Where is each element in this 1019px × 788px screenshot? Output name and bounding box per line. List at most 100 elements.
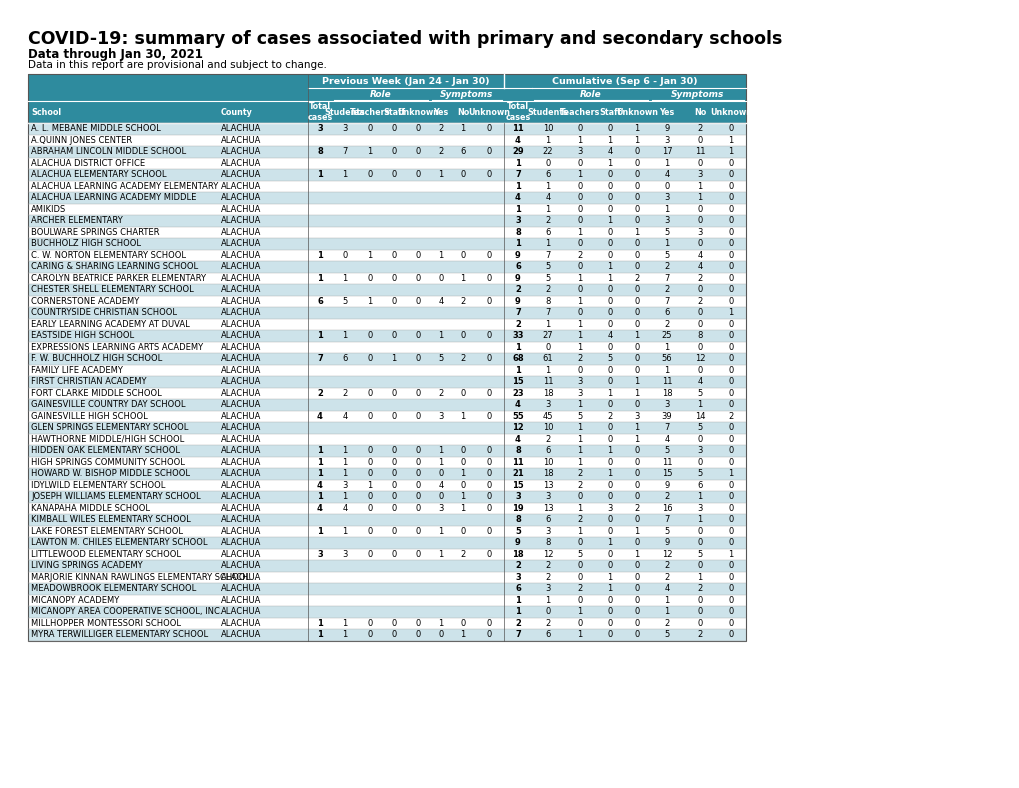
Text: ALACHUA: ALACHUA (221, 526, 261, 536)
Text: 0: 0 (606, 526, 612, 536)
Text: 1: 1 (577, 400, 582, 409)
Text: EXPRESSIONS LEARNING ARTS ACADEMY: EXPRESSIONS LEARNING ARTS ACADEMY (31, 343, 203, 351)
Bar (28, 284, 745, 296)
Text: 0: 0 (391, 446, 396, 455)
Text: 0: 0 (728, 584, 733, 593)
Text: 0: 0 (728, 216, 733, 225)
Text: 0: 0 (391, 388, 396, 398)
Text: 0: 0 (697, 308, 702, 318)
Text: 2: 2 (515, 285, 521, 294)
Text: 1: 1 (545, 596, 550, 604)
Text: MEADOWBROOK ELEMENTARY SCHOOL: MEADOWBROOK ELEMENTARY SCHOOL (31, 584, 196, 593)
Text: 0: 0 (634, 469, 639, 478)
Text: 0: 0 (728, 423, 733, 433)
Text: 1: 1 (577, 331, 582, 340)
Bar (28, 618, 745, 629)
Text: 9: 9 (515, 251, 521, 260)
Text: 0: 0 (728, 366, 733, 375)
Text: 0: 0 (486, 446, 491, 455)
Text: 2: 2 (515, 619, 521, 628)
Text: 1: 1 (515, 182, 521, 191)
Text: Teachers: Teachers (559, 107, 599, 117)
Text: 0: 0 (728, 458, 733, 466)
Text: 1: 1 (577, 435, 582, 444)
Text: 5: 5 (697, 469, 702, 478)
Bar (28, 526, 745, 537)
Text: 0: 0 (486, 504, 491, 513)
Text: 0: 0 (391, 619, 396, 628)
Text: 2: 2 (545, 619, 550, 628)
Text: 0: 0 (367, 469, 372, 478)
Text: 2: 2 (697, 584, 702, 593)
Text: 0: 0 (697, 158, 702, 168)
Text: 0: 0 (367, 492, 372, 501)
Text: 9: 9 (663, 538, 668, 547)
Text: 3: 3 (663, 193, 669, 203)
Text: 2: 2 (545, 561, 550, 571)
Text: 0: 0 (577, 182, 582, 191)
Text: 0: 0 (545, 158, 550, 168)
Text: Total
cases: Total cases (307, 102, 332, 121)
Text: 14: 14 (694, 412, 704, 421)
Text: 2: 2 (697, 297, 702, 306)
Text: 0: 0 (697, 561, 702, 571)
Text: BUCHHOLZ HIGH SCHOOL: BUCHHOLZ HIGH SCHOOL (31, 240, 141, 248)
Text: ALACHUA: ALACHUA (221, 377, 261, 386)
Text: EARLY LEARNING ACADEMY AT DUVAL: EARLY LEARNING ACADEMY AT DUVAL (31, 320, 190, 329)
Text: 1: 1 (606, 388, 612, 398)
Text: 1: 1 (663, 608, 668, 616)
Bar (28, 583, 745, 594)
Text: 1: 1 (460, 630, 465, 639)
Text: 0: 0 (634, 308, 639, 318)
Text: 0: 0 (697, 608, 702, 616)
Text: 11: 11 (512, 125, 524, 133)
Text: 0: 0 (634, 216, 639, 225)
Text: 0: 0 (697, 343, 702, 351)
Text: 11: 11 (694, 147, 704, 156)
Text: 1: 1 (663, 158, 668, 168)
Text: 0: 0 (460, 481, 465, 490)
Text: 2: 2 (577, 469, 582, 478)
Text: 3: 3 (697, 446, 702, 455)
Text: 15: 15 (512, 377, 524, 386)
Text: 5: 5 (663, 446, 668, 455)
Text: 0: 0 (460, 170, 465, 179)
Text: 11: 11 (512, 458, 524, 466)
Text: 5: 5 (697, 423, 702, 433)
Text: 0: 0 (545, 608, 550, 616)
Text: A.QUINN JONES CENTER: A.QUINN JONES CENTER (31, 136, 132, 145)
Text: 1: 1 (317, 619, 323, 628)
Text: 1: 1 (342, 170, 347, 179)
Text: 16: 16 (661, 504, 672, 513)
Text: ALACHUA: ALACHUA (221, 412, 261, 421)
Text: 0: 0 (391, 125, 396, 133)
Text: 0: 0 (577, 619, 582, 628)
Text: 25: 25 (661, 331, 672, 340)
Text: 4: 4 (317, 412, 323, 421)
Text: 2: 2 (697, 273, 702, 283)
Text: 4: 4 (697, 377, 702, 386)
Text: 0: 0 (728, 297, 733, 306)
Text: 3: 3 (545, 400, 550, 409)
Text: CAROLYN BEATRICE PARKER ELEMENTARY: CAROLYN BEATRICE PARKER ELEMENTARY (31, 273, 206, 283)
Text: 1: 1 (577, 320, 582, 329)
Bar (28, 215, 745, 226)
Text: 8: 8 (697, 331, 702, 340)
Text: 0: 0 (634, 458, 639, 466)
Text: School: School (31, 107, 61, 117)
Text: 1: 1 (342, 619, 347, 628)
Text: 0: 0 (367, 170, 372, 179)
Text: 0: 0 (415, 481, 420, 490)
Text: 0: 0 (415, 526, 420, 536)
Text: 3: 3 (697, 170, 702, 179)
Text: 0: 0 (634, 355, 639, 363)
Text: Students: Students (527, 107, 568, 117)
Text: 22: 22 (542, 147, 552, 156)
Bar (28, 365, 745, 376)
Text: 15: 15 (512, 481, 524, 490)
Text: MARJORIE KINNAN RAWLINGS ELEMENTARY SCHOOL: MARJORIE KINNAN RAWLINGS ELEMENTARY SCHO… (31, 573, 250, 582)
Text: 0: 0 (606, 320, 612, 329)
Text: Symptoms: Symptoms (671, 90, 723, 99)
Text: 1: 1 (460, 273, 465, 283)
Text: 0: 0 (415, 273, 420, 283)
